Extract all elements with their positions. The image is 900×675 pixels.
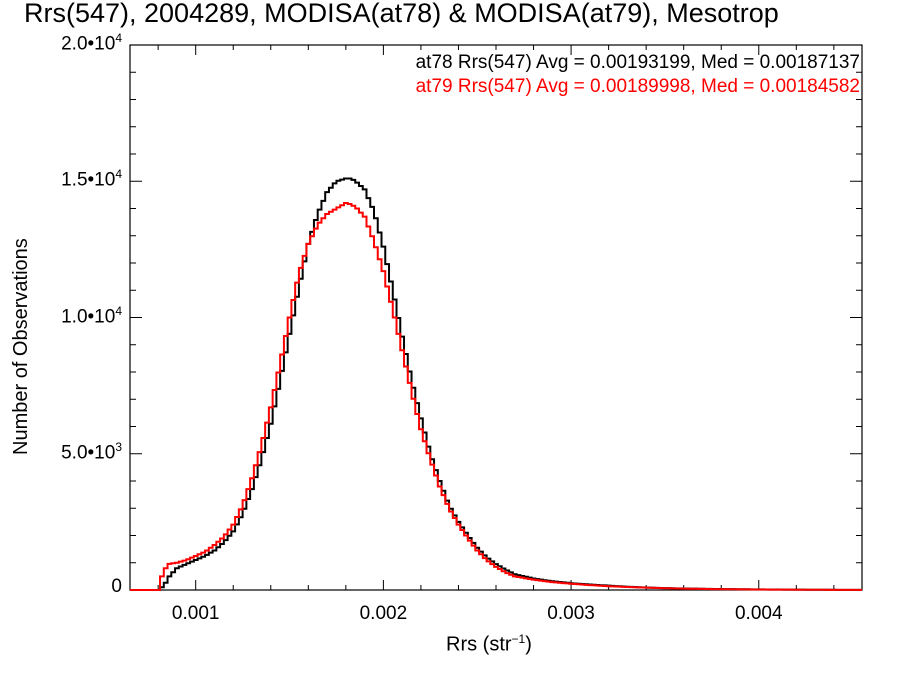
series-at78-line [130,177,862,591]
legend-entry-at79: at79 Rrs(547) Avg = 0.00189998, Med = 0.… [415,76,860,97]
series-lines [130,177,862,591]
x-tick-label: 0.004 [734,603,783,624]
series-at79-line [130,202,862,591]
x-axis-label: Rrs (str−1) [446,632,532,657]
y-tick-label-base: 1.5•10 [61,169,116,191]
y-tick-label-base: 0 [111,576,122,597]
axis-ticks [130,44,862,591]
y-tick-label: 5.0•103 [22,440,122,464]
chart-title: Rrs(547), 2004289, MODISA(at78) & MODISA… [24,0,779,28]
y-tick-label-base: 2.0•10 [61,33,116,55]
y-tick-label: 1.5•104 [22,167,122,191]
x-tick-label: 0.002 [359,603,408,624]
y-tick-label: 0 [22,576,122,598]
x-tick-label: 0.001 [171,603,220,624]
y-tick-label: 1.0•104 [22,304,122,328]
x-axis-label-end: ) [525,633,532,656]
y-tick-label-exponent: 4 [115,31,122,45]
legend-entry-at78: at78 Rrs(547) Avg = 0.00193199, Med = 0.… [415,52,860,73]
x-axis-label-text: Rrs (str [446,633,512,656]
y-tick-label-exponent: 4 [115,303,122,318]
y-tick-label: 2.0•104 [22,31,122,55]
plot-frame [129,44,863,591]
y-tick-label-base: 5.0•10 [61,442,116,464]
y-tick-label-exponent: 3 [115,439,122,454]
x-tick-label: 0.003 [547,603,595,624]
x-axis-label-exponent: −1 [511,632,526,646]
y-tick-label-base: 1.0•10 [61,305,116,327]
y-axis-label: Number of Observations [10,238,32,455]
y-tick-label-exponent: 4 [115,167,122,182]
